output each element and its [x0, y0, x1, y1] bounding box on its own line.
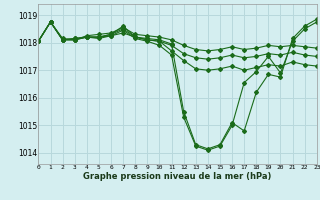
X-axis label: Graphe pression niveau de la mer (hPa): Graphe pression niveau de la mer (hPa) [84, 172, 272, 181]
